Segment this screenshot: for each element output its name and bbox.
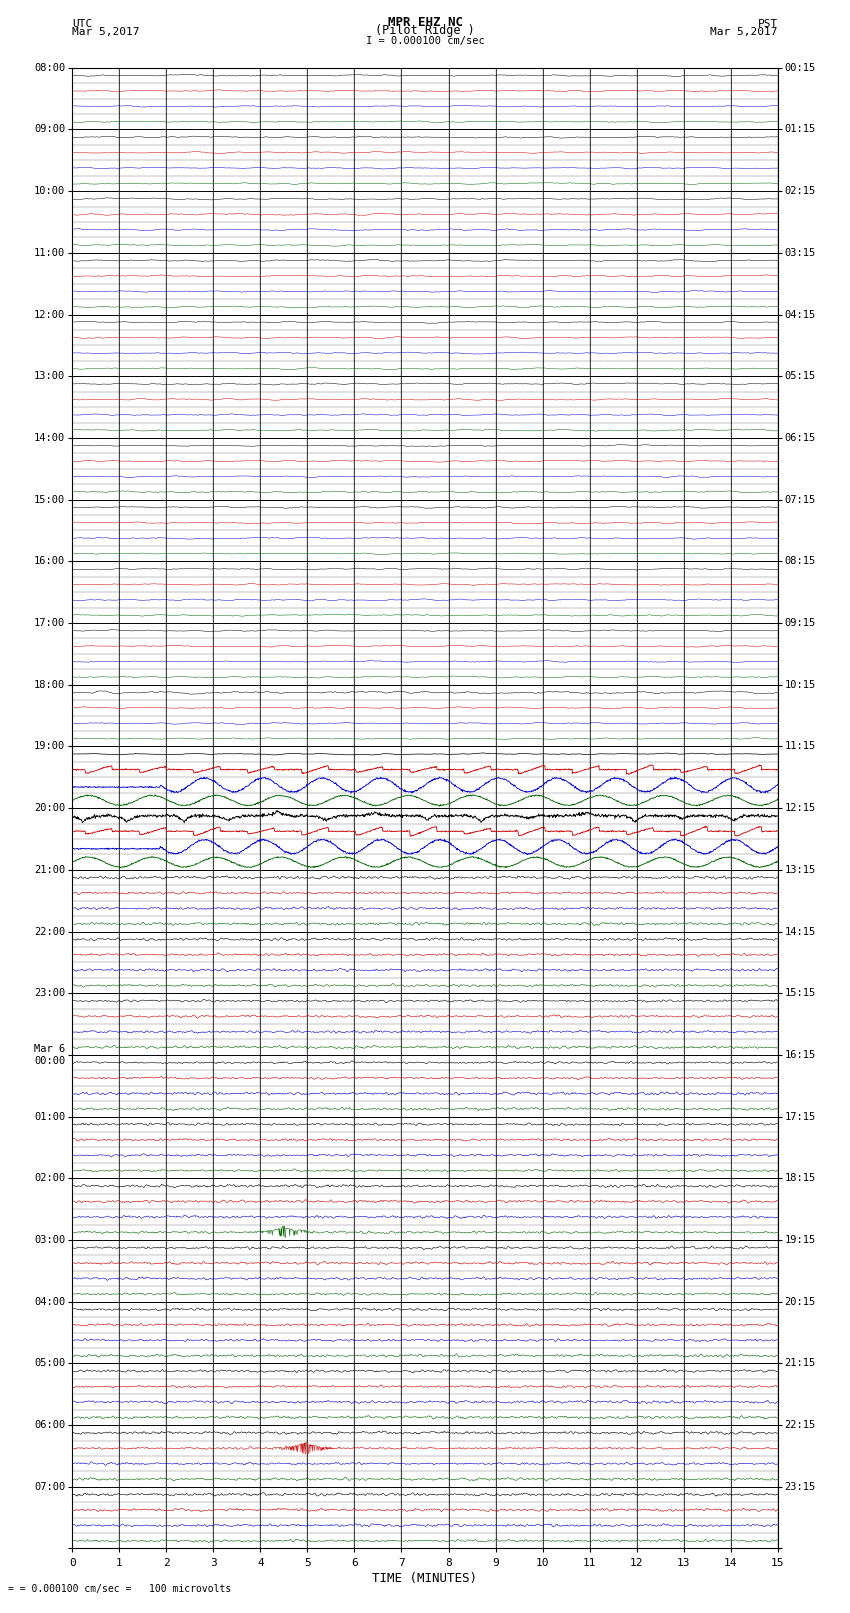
Text: I = 0.000100 cm/sec: I = 0.000100 cm/sec	[366, 35, 484, 45]
Text: UTC: UTC	[72, 19, 93, 29]
Text: Mar 5,2017: Mar 5,2017	[711, 27, 778, 37]
Text: (Pilot Ridge ): (Pilot Ridge )	[375, 24, 475, 37]
Text: PST: PST	[757, 19, 778, 29]
X-axis label: TIME (MINUTES): TIME (MINUTES)	[372, 1571, 478, 1584]
Text: Mar 5,2017: Mar 5,2017	[72, 27, 139, 37]
Text: = = 0.000100 cm/sec =   100 microvolts: = = 0.000100 cm/sec = 100 microvolts	[8, 1584, 232, 1594]
Text: MPR EHZ NC: MPR EHZ NC	[388, 16, 462, 29]
